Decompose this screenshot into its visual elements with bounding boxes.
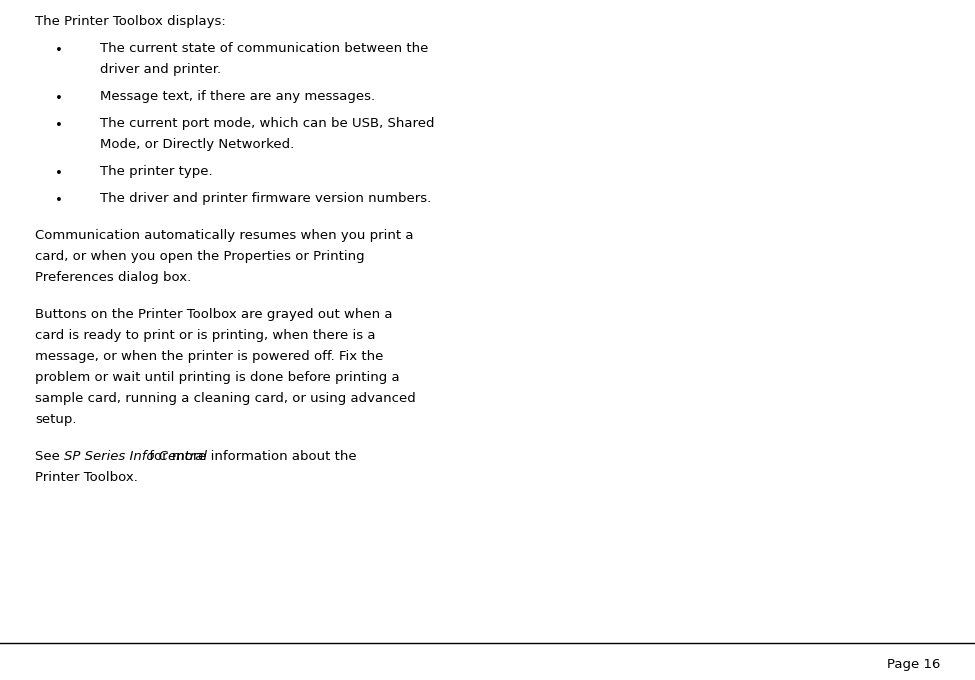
Text: •: • xyxy=(55,194,62,207)
Text: card, or when you open the Properties or Printing: card, or when you open the Properties or… xyxy=(35,250,365,263)
Text: message, or when the printer is powered off. Fix the: message, or when the printer is powered … xyxy=(35,350,383,363)
Text: The Printer Toolbox displays:: The Printer Toolbox displays: xyxy=(35,15,226,28)
Text: Page 16: Page 16 xyxy=(886,658,940,671)
Text: •: • xyxy=(55,92,62,105)
Text: Message text, if there are any messages.: Message text, if there are any messages. xyxy=(100,90,375,103)
Text: •: • xyxy=(55,167,62,180)
Text: for more information about the: for more information about the xyxy=(145,450,357,463)
Text: •: • xyxy=(55,44,62,57)
Text: setup.: setup. xyxy=(35,413,76,426)
Text: card is ready to print or is printing, when there is a: card is ready to print or is printing, w… xyxy=(35,329,375,342)
Text: problem or wait until printing is done before printing a: problem or wait until printing is done b… xyxy=(35,371,400,384)
Text: •: • xyxy=(55,119,62,132)
Text: The driver and printer firmware version numbers.: The driver and printer firmware version … xyxy=(100,192,431,205)
Text: Mode, or Directly Networked.: Mode, or Directly Networked. xyxy=(100,138,294,151)
Text: The printer type.: The printer type. xyxy=(100,165,213,178)
Text: sample card, running a cleaning card, or using advanced: sample card, running a cleaning card, or… xyxy=(35,392,415,405)
Text: The current state of communication between the: The current state of communication betwe… xyxy=(100,42,428,55)
Text: Communication automatically resumes when you print a: Communication automatically resumes when… xyxy=(35,229,413,242)
Text: Printer Toolbox.: Printer Toolbox. xyxy=(35,471,137,484)
Text: See: See xyxy=(35,450,64,463)
Text: SP Series Info Central: SP Series Info Central xyxy=(63,450,207,463)
Text: Preferences dialog box.: Preferences dialog box. xyxy=(35,271,191,284)
Text: Buttons on the Printer Toolbox are grayed out when a: Buttons on the Printer Toolbox are graye… xyxy=(35,308,393,321)
Text: driver and printer.: driver and printer. xyxy=(100,63,221,76)
Text: The current port mode, which can be USB, Shared: The current port mode, which can be USB,… xyxy=(100,117,435,130)
